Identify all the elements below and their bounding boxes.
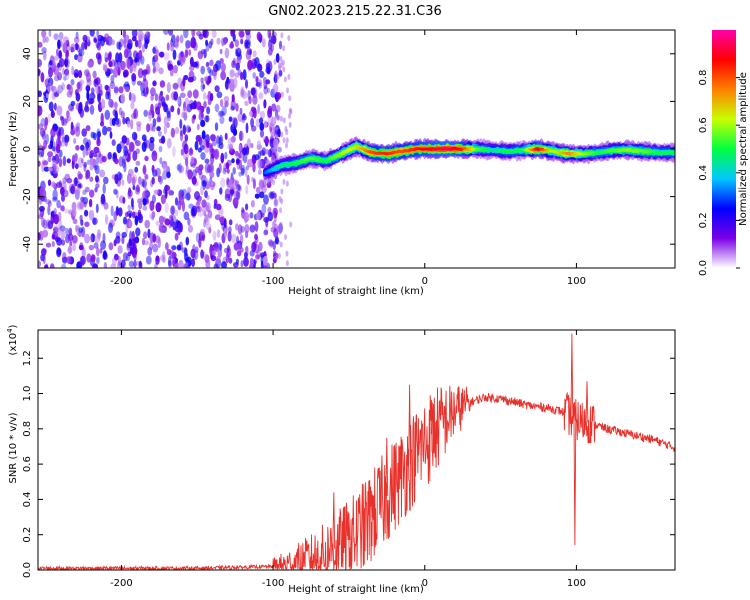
x-tick-label: -200: [110, 578, 133, 589]
spectrogram-x-label: Height of straight line (km): [288, 286, 424, 297]
x-tick-label: -200: [110, 276, 133, 287]
snr-spike: [430, 402, 434, 435]
y-tick-label: 1.2: [22, 350, 33, 366]
x-tick-label: 0: [422, 276, 428, 287]
snr-spike: [408, 384, 411, 465]
y-tick-label: 0.8: [22, 421, 33, 437]
y-tick-label: -20: [22, 188, 33, 204]
snr-spike: [370, 490, 374, 518]
snr-frame: [37, 329, 676, 571]
colorbar-tick-label: 0.4: [698, 165, 709, 181]
snr-spike: [573, 419, 577, 546]
spectrogram-signal-ridge: [262, 136, 675, 182]
snr-x-label: Height of straight line (km): [288, 584, 424, 595]
colorbar-tick-label: 0.0: [698, 260, 709, 276]
y-tick-label: 20: [22, 95, 33, 108]
colorbar-tick-label: 0.2: [698, 212, 709, 228]
y-tick-label: 1.0: [22, 386, 33, 402]
snr-y-label: SNR (10 * v/v): [8, 412, 19, 483]
x-tick-label: -100: [262, 276, 285, 287]
snr-spike: [585, 381, 589, 423]
y-tick-label: 0.0: [22, 562, 33, 578]
colorbar-label: Normalized spectral amplitude: [738, 72, 749, 226]
snr-series-line: [38, 385, 675, 570]
y-tick-label: 40: [22, 47, 33, 60]
spectrogram-noise-speckles: [38, 30, 293, 268]
colorbar-tick-label: 0.6: [698, 117, 709, 133]
snr-panel: -200 -100 0 100 0.0 0.2 0.4 0.6 0.8 1.0 1.2 Heigh…: [6, 324, 676, 595]
y-tick-label: 0.2: [22, 527, 33, 543]
snr-y-ticks: 0.0 0.2 0.4 0.6 0.8 1.0 1.2: [22, 350, 675, 578]
snr-line: [38, 333, 675, 570]
spectrogram-x-ticks: -200 -100 0 100: [110, 30, 586, 287]
spectrogram-y-label: Frequency (Hz): [8, 111, 19, 187]
y-tick-label: 0.6: [22, 456, 33, 472]
x-tick-label: 0: [422, 578, 428, 589]
snr-multiplier: (x104): [6, 324, 19, 355]
y-tick-label: -40: [22, 236, 33, 252]
snr-spike: [332, 492, 336, 549]
colorbar-tick-label: 0.8: [698, 70, 709, 86]
snr-spike: [347, 513, 351, 541]
colorbar: 0.0 0.2 0.4 0.6 0.8 Normalized spectral ampl…: [698, 30, 749, 276]
x-tick-label: 100: [567, 578, 586, 589]
snr-x-ticks: -200 -100 0 100: [110, 330, 586, 589]
y-tick-label: 0.4: [22, 491, 33, 507]
snr-spike: [570, 333, 574, 419]
snr-spike: [385, 437, 389, 496]
colorbar-ticks: 0.0 0.2 0.4 0.6 0.8: [698, 70, 740, 276]
x-tick-label: 100: [567, 276, 586, 287]
chart-title: GN02.2023.215.22.31.C36: [268, 4, 442, 19]
colorbar-gradient: [712, 30, 736, 268]
spectrogram-y-ticks: -40 -20 0 20 40: [22, 47, 675, 252]
spectrogram-image: [38, 30, 675, 268]
x-tick-label: -100: [262, 578, 285, 589]
y-tick-label: 0: [22, 146, 33, 152]
